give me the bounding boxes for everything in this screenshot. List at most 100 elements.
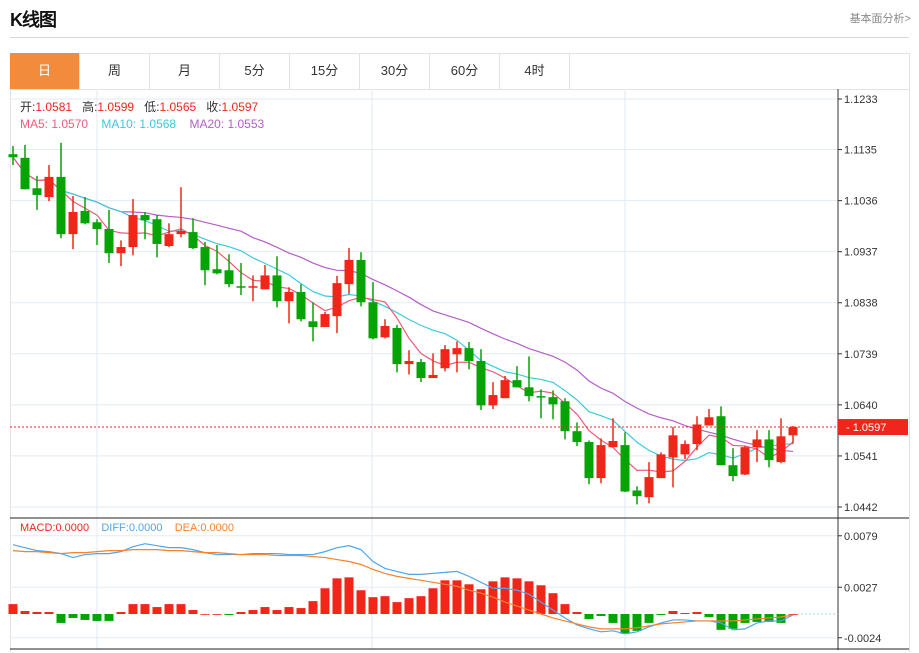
candle-body: [464, 348, 474, 362]
candle-body: [620, 445, 630, 492]
ma5-value: 1.0570: [51, 117, 89, 131]
candle-body: [680, 444, 690, 455]
candle-body: [572, 431, 582, 443]
candle-body: [428, 374, 438, 379]
candle-body: [20, 157, 30, 190]
macd-bar: [332, 578, 342, 614]
macd-bar: [212, 614, 222, 615]
macd-bar: [740, 614, 750, 623]
macd-bar: [140, 604, 150, 614]
macd-bar: [176, 604, 186, 614]
macd-tick-label: -0.0024: [844, 633, 881, 645]
candle: [464, 341, 474, 370]
tab-week[interactable]: 周: [80, 53, 150, 89]
candle-body: [716, 416, 726, 466]
macd-legend: MACD:0.0000 DIFF:0.0000 DEA:0.0000: [20, 522, 234, 534]
candle: [164, 223, 174, 248]
candle: [620, 432, 630, 493]
ma5-legend: MA5: 1.0570: [20, 117, 88, 131]
macd-bar: [524, 581, 534, 614]
candle: [656, 452, 666, 479]
candle-body: [656, 454, 666, 479]
candle: [272, 256, 282, 308]
candle-body: [32, 188, 42, 195]
candle-body: [644, 477, 654, 498]
candle-body: [608, 440, 618, 448]
candle: [176, 187, 186, 238]
tab-month[interactable]: 月: [150, 53, 220, 89]
current-price-label: - 1.0597: [846, 422, 886, 434]
candle: [572, 422, 582, 447]
candle: [440, 345, 450, 372]
macd-bar: [392, 602, 402, 614]
candle-body: [488, 395, 498, 406]
price-tick-label: 1.1036: [844, 196, 878, 208]
macd-bar: [236, 612, 246, 614]
tab-5min[interactable]: 5分: [220, 53, 290, 89]
candle-body: [536, 396, 546, 398]
candle-body: [380, 325, 390, 338]
open-label: 开:: [20, 100, 36, 114]
candle: [212, 244, 222, 275]
candle: [452, 341, 462, 373]
ma-legend: MA5: 1.0570 MA10: 1.0568 MA20: 1.0553: [20, 117, 264, 131]
tab-15min[interactable]: 15分: [290, 53, 360, 89]
candle-body: [164, 234, 174, 247]
candle-body: [296, 291, 306, 320]
macd-bar: [560, 604, 570, 614]
candle-body: [104, 228, 114, 254]
ma5-label: MA5:: [20, 117, 52, 131]
candle-body: [476, 361, 486, 406]
candle: [716, 406, 726, 466]
candle-body: [596, 445, 606, 479]
candle: [692, 416, 702, 451]
macd-bar: [440, 580, 450, 614]
candle: [608, 418, 618, 448]
candle: [188, 218, 198, 250]
tab-60min[interactable]: 60分: [430, 53, 500, 89]
candle-body: [440, 349, 450, 369]
price-tick-label: 1.1135: [844, 145, 877, 157]
macd-bar: [248, 610, 258, 614]
candle: [20, 144, 30, 190]
tab-30min[interactable]: 30分: [360, 53, 430, 89]
candle: [728, 448, 738, 482]
chart-panel: [10, 53, 910, 652]
candle: [500, 375, 510, 399]
macd-bar: [56, 614, 66, 623]
candle: [116, 240, 126, 267]
open-value: 1.0581: [35, 100, 73, 114]
tab-day[interactable]: 日: [10, 53, 80, 89]
candle-body: [68, 211, 78, 235]
candle: [152, 215, 162, 258]
current-price-badge: [838, 419, 908, 436]
macd-value: MACD:0.0000: [20, 522, 90, 534]
macd-bar: [596, 614, 606, 616]
macd-bar: [260, 607, 270, 614]
macd-bar: [128, 604, 138, 614]
candle-body: [668, 435, 678, 458]
candle-body: [392, 328, 402, 365]
candle-body: [188, 232, 198, 249]
macd-bar: [584, 614, 594, 619]
macd-bar: [512, 578, 522, 614]
macd-bar: [284, 607, 294, 614]
tab-4h[interactable]: 4时: [500, 53, 570, 89]
fundamental-analysis-link[interactable]: 基本面分析>: [849, 13, 911, 25]
low-label: 低:: [144, 100, 160, 114]
macd-bar: [572, 612, 582, 614]
candle: [536, 389, 546, 419]
candle: [308, 302, 318, 342]
candle: [68, 195, 78, 250]
candle-body: [776, 436, 786, 463]
candle: [92, 219, 102, 245]
ma10-label: MA10:: [101, 117, 140, 131]
candle-body: [584, 442, 594, 479]
ma10-line: [12, 156, 794, 462]
macd-tick-label: 0.0079: [844, 531, 878, 543]
candle: [584, 440, 594, 485]
candle-body: [308, 321, 318, 327]
candle: [200, 241, 210, 286]
candle-body: [260, 275, 270, 290]
